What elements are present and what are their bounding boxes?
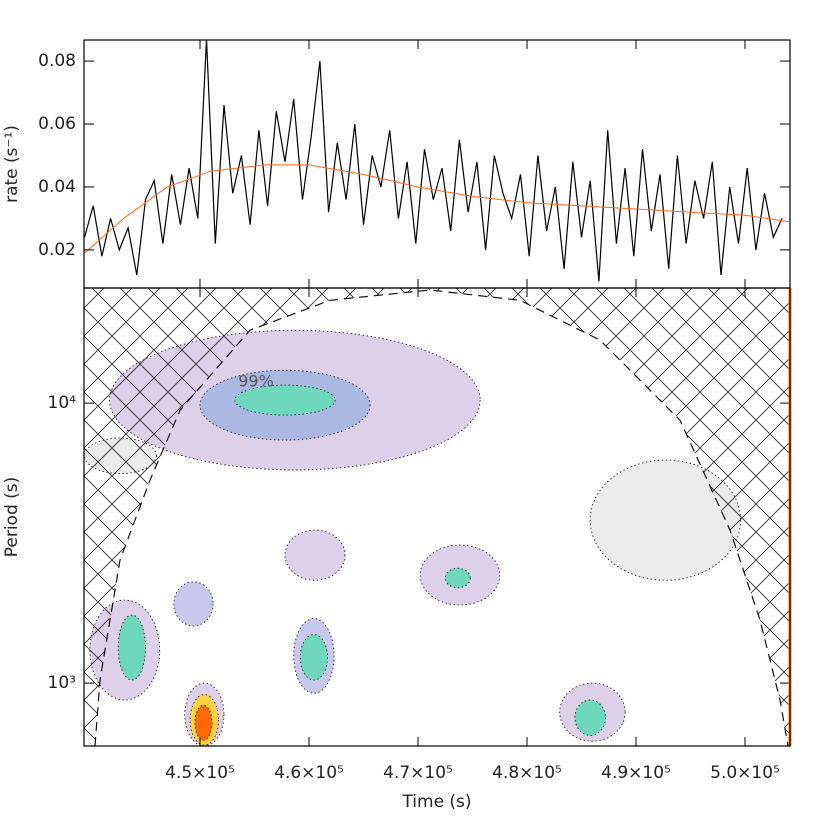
power-region (574, 699, 606, 736)
plot-layer: 0.02 0.04 0.06 0.08 4.5×10⁵ 4.6×10⁵ 4.7×10⁵ 4.8… (38, 40, 790, 783)
x-tick-label: 5.0×10⁵ (710, 763, 780, 783)
power-region (299, 634, 328, 681)
power-region (173, 581, 214, 627)
coi-hatch (84, 288, 790, 746)
y-tick-label: 0.04 (38, 177, 76, 197)
y-axis-title: Period (s) (2, 477, 22, 558)
y-tick-label: 0.02 (38, 240, 76, 260)
y-tick-label: 10⁴ (48, 393, 77, 413)
power-region (284, 529, 346, 581)
x-tick-label: 4.9×10⁵ (601, 763, 671, 783)
frame (83, 287, 791, 747)
x-tick-label: 4.6×10⁵ (274, 763, 344, 783)
y-tick-label: 0.06 (38, 114, 76, 134)
frame (83, 39, 791, 289)
power-region (117, 614, 146, 681)
x-tick-label: 4.7×10⁵ (383, 763, 453, 783)
x-axis-title: Time (s) (401, 792, 471, 812)
plot-area (84, 288, 790, 746)
series-line (84, 164, 789, 254)
x-tick-label: 4.8×10⁵ (492, 763, 562, 783)
annotation: 99% (238, 372, 274, 391)
power-region (194, 704, 213, 741)
y-axis-title: rate (s⁻¹) (2, 125, 22, 203)
x-tick-label: 4.5×10⁵ (165, 763, 235, 783)
power-region (234, 384, 336, 416)
coi-line (94, 289, 789, 746)
y-tick-label: 10³ (48, 673, 76, 693)
series-line (84, 40, 783, 282)
power-region (444, 567, 471, 589)
plot-area (84, 40, 789, 282)
y-tick-label: 0.08 (38, 51, 76, 71)
